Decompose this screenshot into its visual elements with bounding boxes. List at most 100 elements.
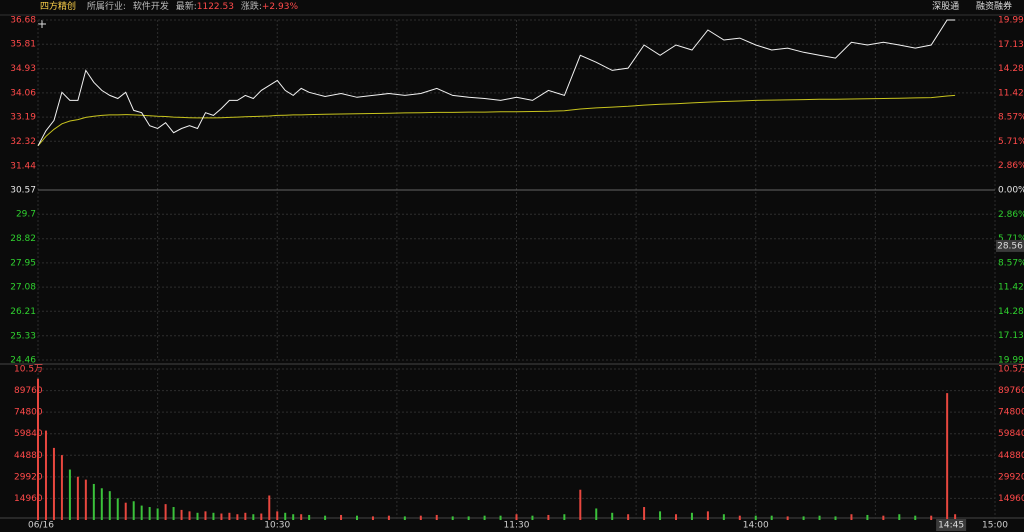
x-tick-label: 15:00 bbox=[982, 521, 1008, 531]
volume-bar bbox=[914, 515, 917, 520]
volume-bar bbox=[108, 491, 111, 520]
volume-bar bbox=[467, 516, 470, 520]
volume-bar bbox=[675, 514, 677, 520]
volume-bar bbox=[340, 514, 343, 520]
volume-bar bbox=[882, 515, 885, 520]
volume-bar bbox=[60, 455, 63, 520]
volume-bar bbox=[946, 393, 949, 520]
y2-tick-label: 5.71% bbox=[998, 234, 1024, 244]
volume-bar bbox=[148, 507, 151, 520]
y-tick-label: 29.7 bbox=[16, 210, 36, 220]
volume-bar bbox=[387, 515, 390, 520]
y-tick-label: 27.08 bbox=[10, 283, 36, 293]
y-tick-label: 27.95 bbox=[10, 258, 36, 268]
volume-bar bbox=[284, 512, 287, 520]
volume-tick-label: 74800 bbox=[14, 408, 43, 418]
volume-bar bbox=[196, 512, 199, 520]
volume-bar bbox=[308, 514, 311, 520]
y2-tick-label: 19.99% bbox=[998, 356, 1024, 366]
volume-bar bbox=[547, 514, 550, 520]
x-tick-label: 10:30 bbox=[264, 521, 290, 531]
volume-bar bbox=[236, 514, 239, 520]
badge[interactable]: 深股通 bbox=[932, 2, 960, 12]
y2-tick-label: 0.00% bbox=[998, 186, 1024, 196]
volume-tick-label: 14960 bbox=[998, 494, 1024, 504]
volume-bar bbox=[898, 514, 901, 520]
volume-bar bbox=[770, 515, 773, 520]
volume-bar bbox=[818, 515, 821, 520]
cursor-price-box bbox=[996, 239, 1024, 252]
cursor-price: 28.56 bbox=[997, 241, 1023, 251]
volume-tick-label: 29920 bbox=[998, 472, 1024, 482]
volume-bar bbox=[300, 514, 303, 520]
header: 四方精创 所属行业: 软件开发 最新:1122.53 涨跌:+2.93% 深股通… bbox=[0, 0, 1024, 14]
volume-bar bbox=[68, 469, 71, 520]
volume-bar bbox=[643, 507, 646, 520]
volume-bar bbox=[850, 514, 853, 520]
volume-bar bbox=[738, 515, 741, 520]
volume-tick-label: 89760 bbox=[14, 386, 43, 396]
volume-bar bbox=[579, 489, 582, 520]
volume-tick-label: 89760 bbox=[998, 386, 1024, 396]
volume-bar bbox=[706, 511, 709, 520]
y-tick-label: 35.81 bbox=[10, 40, 36, 50]
volume-bar bbox=[260, 513, 263, 520]
volume-bar bbox=[100, 488, 103, 520]
y-tick-label: 34.06 bbox=[10, 88, 36, 98]
volume-bar bbox=[132, 501, 135, 520]
volume-bar bbox=[204, 511, 207, 520]
y2-tick-label: 17.13% bbox=[998, 331, 1024, 341]
x-tick-label: 06/16 bbox=[28, 521, 54, 531]
y2-tick-label: 11.42% bbox=[998, 283, 1024, 293]
volume-bar bbox=[435, 514, 438, 520]
latest-label: 最新: bbox=[175, 2, 197, 12]
volume-bar bbox=[220, 513, 223, 520]
volume-bar bbox=[515, 514, 518, 520]
badge[interactable]: 融资融券 bbox=[975, 2, 1012, 12]
volume-tick-label: 44880 bbox=[998, 451, 1024, 461]
volume-tick-label: 10.5万 bbox=[998, 365, 1024, 375]
volume-bar bbox=[252, 514, 255, 520]
volume-bar bbox=[164, 504, 167, 520]
y-tick-label: 36.68 bbox=[10, 16, 36, 26]
volume-bar bbox=[659, 511, 662, 520]
volume-bar bbox=[403, 516, 406, 520]
volume-bar bbox=[786, 516, 789, 520]
volume-bar bbox=[690, 512, 693, 520]
volume-bar bbox=[276, 511, 279, 520]
volume-bar bbox=[124, 502, 127, 520]
volume-bar bbox=[244, 512, 247, 520]
volume-bar bbox=[92, 483, 95, 520]
volume-bar bbox=[172, 507, 175, 520]
volume-bar bbox=[499, 515, 502, 520]
y-tick-label: 32.32 bbox=[10, 137, 36, 147]
y-tick-label: 28.82 bbox=[10, 234, 36, 244]
volume-bar bbox=[802, 516, 805, 520]
volume-bar bbox=[180, 509, 183, 520]
volume-bar bbox=[188, 511, 191, 520]
volume-bar bbox=[228, 512, 231, 520]
volume-bar bbox=[595, 508, 598, 520]
y-tick-label: 33.19 bbox=[10, 113, 36, 123]
volume-bar bbox=[44, 430, 47, 520]
change: +2.93% bbox=[261, 2, 299, 12]
volume-bar bbox=[356, 515, 358, 520]
volume-bar bbox=[451, 516, 454, 520]
badges: 深股通 融资融券 bbox=[922, 0, 1016, 14]
average-line bbox=[37, 94, 956, 147]
y-tick-label: 26.21 bbox=[10, 307, 36, 317]
volume-bar bbox=[156, 508, 159, 520]
y-tick-label: 25.33 bbox=[10, 331, 36, 341]
volume-bar bbox=[954, 514, 957, 520]
cursor-time: 14:45 bbox=[938, 521, 964, 531]
volume-bar bbox=[754, 515, 757, 520]
y2-tick-label: 14.28% bbox=[998, 64, 1024, 74]
volume-bar bbox=[140, 505, 143, 520]
volume-bar bbox=[834, 516, 837, 520]
volume-tick-label: 14960 bbox=[14, 494, 43, 504]
y2-tick-label: 5.71% bbox=[998, 137, 1024, 147]
volume-tick-label: 74800 bbox=[998, 408, 1024, 418]
y2-tick-label: 19.99% bbox=[998, 16, 1024, 26]
volume-tick-label: 59840 bbox=[998, 429, 1024, 439]
price-line bbox=[37, 19, 956, 147]
